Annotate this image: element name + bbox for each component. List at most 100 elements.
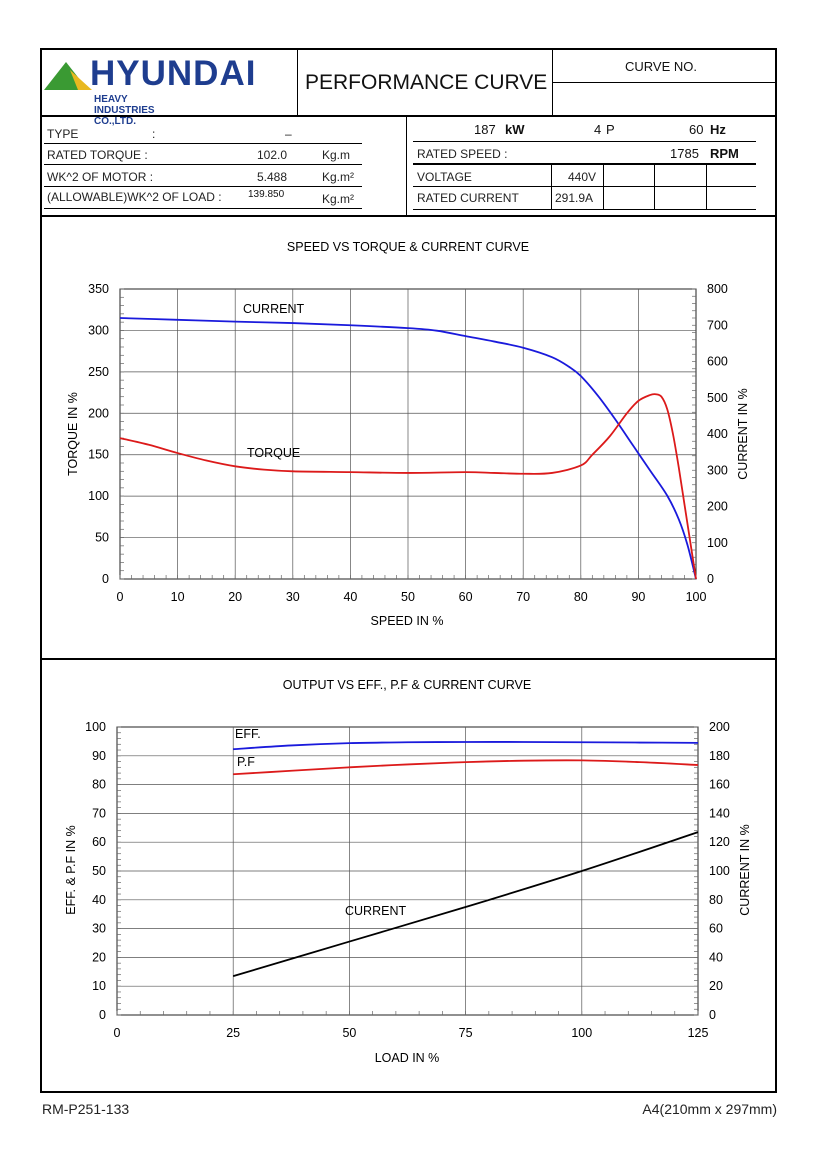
- spec-rule-4: [44, 208, 362, 209]
- rated-speed-value: 1785: [670, 146, 699, 161]
- logo-name: HYUNDAI: [90, 54, 257, 93]
- c1-y2tick-label: 400: [707, 427, 728, 441]
- rated-torque-label: RATED TORQUE :: [47, 148, 148, 162]
- c2-y2tick-label: 140: [709, 806, 730, 820]
- rated-torque-unit: Kg.m: [322, 148, 351, 162]
- curve-no-rule: [553, 82, 777, 83]
- spec-center-divider: [406, 116, 407, 216]
- spec-rule-2: [44, 164, 362, 165]
- wk2-load-label: (ALLOWABLE)WK^2 OF LOAD :: [47, 190, 222, 204]
- c1-ytick-label: 150: [88, 448, 109, 462]
- c1-y2tick-label: 100: [707, 536, 728, 550]
- c2-y2tick-label: 120: [709, 835, 730, 849]
- c2-ytick-label: 30: [92, 922, 106, 936]
- datasheet-frame: [40, 48, 777, 1093]
- c1-current-line: [119, 317, 697, 580]
- type-value: –: [285, 127, 292, 141]
- header-bottom-rule: [40, 115, 777, 117]
- wk2-motor-value: 5.488: [257, 170, 288, 184]
- c2-current-line: [232, 831, 699, 977]
- chart-section-divider: [40, 658, 777, 660]
- c1-ytick-label: 300: [88, 323, 109, 337]
- c2-xtick-label: 0: [114, 1026, 121, 1040]
- chart2-xlabel: LOAD IN %: [375, 1051, 440, 1065]
- c1-y2tick-label: 600: [707, 355, 728, 369]
- rated-current-value: 291.9A: [555, 191, 594, 205]
- c1-y2tick-label: 500: [707, 391, 728, 405]
- rated-torque-value: 102.0: [257, 148, 288, 162]
- poles-value: 4: [594, 122, 602, 137]
- page-title: PERFORMANCE CURVE: [305, 71, 548, 94]
- c2-ytick-label: 60: [92, 835, 106, 849]
- rated-speed-unit: RPM: [710, 146, 739, 161]
- power-value: 187: [474, 122, 496, 137]
- spec-rule-r3: [413, 186, 756, 187]
- c2-xtick-label: 125: [688, 1026, 709, 1040]
- c2-xtick-label: 75: [459, 1026, 473, 1040]
- speed-torque-current-chart: SPEED VS TORQUE & CURRENT CURVE 0 10 20 30 4…: [66, 240, 750, 628]
- c1-y2tick-label: 700: [707, 318, 728, 332]
- header-divider-2: [552, 48, 553, 116]
- paper-size: A4(210mm x 297mm): [642, 1101, 777, 1117]
- spec-rule-r4: [413, 209, 756, 210]
- c1-xtick-label: 100: [686, 590, 707, 604]
- c2-ytick-label: 100: [85, 720, 106, 734]
- chart2-annotation-eff: EFF.: [235, 727, 261, 741]
- spec-rule-3: [44, 186, 362, 187]
- c2-ytick-label: 20: [92, 950, 106, 964]
- chart2-title: OUTPUT VS EFF., P.F & CURRENT CURVE: [283, 678, 531, 692]
- c1-xtick-label: 0: [117, 590, 124, 604]
- c2-ytick-label: 80: [92, 778, 106, 792]
- poles-unit: P: [606, 122, 615, 137]
- rated-current-label: RATED CURRENT: [417, 191, 519, 205]
- c1-torque-line: [119, 393, 697, 580]
- power-unit: kW: [505, 122, 525, 137]
- spec-grid-v2: [603, 165, 604, 210]
- chart1-title: SPEED VS TORQUE & CURRENT CURVE: [287, 240, 529, 254]
- c1-ytick-label: 50: [95, 531, 109, 545]
- c2-ytick-label: 70: [92, 806, 106, 820]
- wk2-load-value: 139.850: [248, 189, 285, 200]
- chart2-y2label: CURRENT IN %: [738, 824, 752, 915]
- c1-xtick-label: 20: [228, 590, 242, 604]
- freq-unit: Hz: [710, 122, 726, 137]
- c1-y2tick-label: 0: [707, 572, 714, 586]
- chart1-ylabel: TORQUE IN %: [66, 392, 80, 476]
- logo-triangle-icon: [44, 62, 92, 90]
- c1-xtick-label: 50: [401, 590, 415, 604]
- output-eff-pf-current-chart: OUTPUT VS EFF., P.F & CURRENT CURVE 0 25 5…: [64, 678, 752, 1065]
- freq-value: 60: [689, 122, 704, 137]
- voltage-value: 440V: [568, 170, 597, 184]
- spec-rule-1: [44, 143, 362, 144]
- c1-y2tick-label: 800: [707, 282, 728, 296]
- c2-y2tick-label: 80: [709, 893, 723, 907]
- c1-xtick-label: 10: [171, 590, 185, 604]
- chart2-annotation-pf: P.F: [237, 755, 255, 769]
- c2-ytick-label: 10: [92, 979, 106, 993]
- c2-ytick-label: 50: [92, 864, 106, 878]
- c2-y2tick-label: 100: [709, 864, 730, 878]
- c1-y2tick-label: 200: [707, 500, 728, 514]
- c1-ytick-label: 0: [102, 572, 109, 586]
- chart2-ylabel: EFF. & P.F IN %: [64, 825, 78, 914]
- wk2-motor-unit: Kg.m²: [322, 170, 355, 184]
- c2-xtick-label: 25: [226, 1026, 240, 1040]
- chart2-annotation-current: CURRENT: [345, 904, 406, 918]
- c2-xtick-label: 100: [571, 1026, 592, 1040]
- chart1-annotation-torque: TORQUE: [247, 446, 300, 460]
- c2-y2tick-label: 160: [709, 778, 730, 792]
- c2-ytick-label: 90: [92, 749, 106, 763]
- chart1-grid: [119, 288, 697, 580]
- c1-y2tick-label: 300: [707, 463, 728, 477]
- doc-code: RM-P251-133: [42, 1101, 130, 1117]
- chart1-y2label: CURRENT IN %: [736, 388, 750, 479]
- spec-rule-r1: [413, 141, 756, 142]
- chart1-annotation-current: CURRENT: [243, 302, 304, 316]
- c1-ytick-label: 100: [88, 489, 109, 503]
- spec-rule-r2: [413, 163, 756, 165]
- c1-ytick-label: 250: [88, 365, 109, 379]
- spec-grid-v4: [706, 165, 707, 210]
- c1-xtick-label: 90: [631, 590, 645, 604]
- c2-ytick-label: 40: [92, 893, 106, 907]
- chart2-lines: [232, 741, 699, 977]
